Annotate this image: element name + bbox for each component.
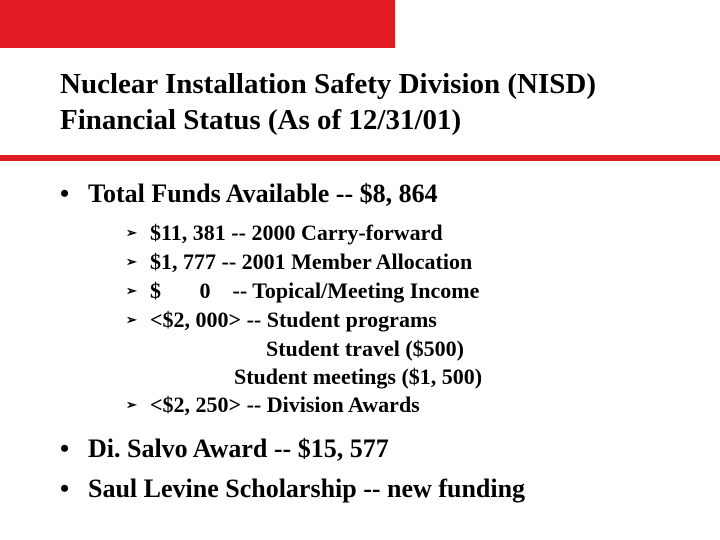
list-item-text: <$2, 250> -- Division Awards	[150, 391, 420, 419]
bullet-text: Total Funds Available -- $8, 864	[88, 179, 438, 209]
slide-body: • Total Funds Available -- $8, 864 ➢ $11…	[0, 161, 720, 504]
list-item-text: $11, 381 -- 2000 Carry-forward	[150, 219, 443, 247]
chevron-right-icon: ➢	[126, 391, 150, 419]
bullet-dot-icon: •	[60, 179, 88, 209]
bullet-dot-icon: •	[60, 474, 88, 504]
list-item: ➢ <$2, 000> -- Student programs	[126, 306, 680, 334]
bullet-total-funds: • Total Funds Available -- $8, 864	[60, 179, 680, 209]
list-item: ➢ $1, 777 -- 2001 Member Allocation	[126, 248, 680, 276]
bullet-dot-icon: •	[60, 434, 88, 464]
chevron-right-icon: ➢	[126, 306, 150, 334]
list-item-text: $1, 777 -- 2001 Member Allocation	[150, 248, 472, 276]
bullet-text: Saul Levine Scholarship -- new funding	[88, 474, 525, 504]
slide-title: Nuclear Installation Safety Division (NI…	[0, 48, 720, 145]
bullet-levine-scholarship: • Saul Levine Scholarship -- new funding	[60, 474, 680, 504]
chevron-right-icon: ➢	[126, 277, 150, 305]
list-item: ➢ <$2, 250> -- Division Awards	[126, 391, 680, 419]
chevron-right-icon: ➢	[126, 248, 150, 276]
title-line-2: Financial Status (As of 12/31/01)	[60, 102, 720, 138]
list-item-continuation: Student travel ($500)	[126, 335, 680, 363]
list-item: ➢ $11, 381 -- 2000 Carry-forward	[126, 219, 680, 247]
header-accent-bar	[0, 0, 395, 48]
bullet-disalvo-award: • Di. Salvo Award -- $15, 577	[60, 434, 680, 464]
list-item-text: <$2, 000> -- Student programs	[150, 306, 437, 334]
list-item-continuation: Student meetings ($1, 500)	[126, 363, 680, 391]
bullet-text: Di. Salvo Award -- $15, 577	[88, 434, 389, 464]
chevron-right-icon: ➢	[126, 219, 150, 247]
funds-breakdown-list: ➢ $11, 381 -- 2000 Carry-forward ➢ $1, 7…	[60, 219, 680, 420]
list-item-text: $ 0 -- Topical/Meeting Income	[150, 277, 479, 305]
list-item: ➢ $ 0 -- Topical/Meeting Income	[126, 277, 680, 305]
title-line-1: Nuclear Installation Safety Division (NI…	[60, 66, 720, 102]
